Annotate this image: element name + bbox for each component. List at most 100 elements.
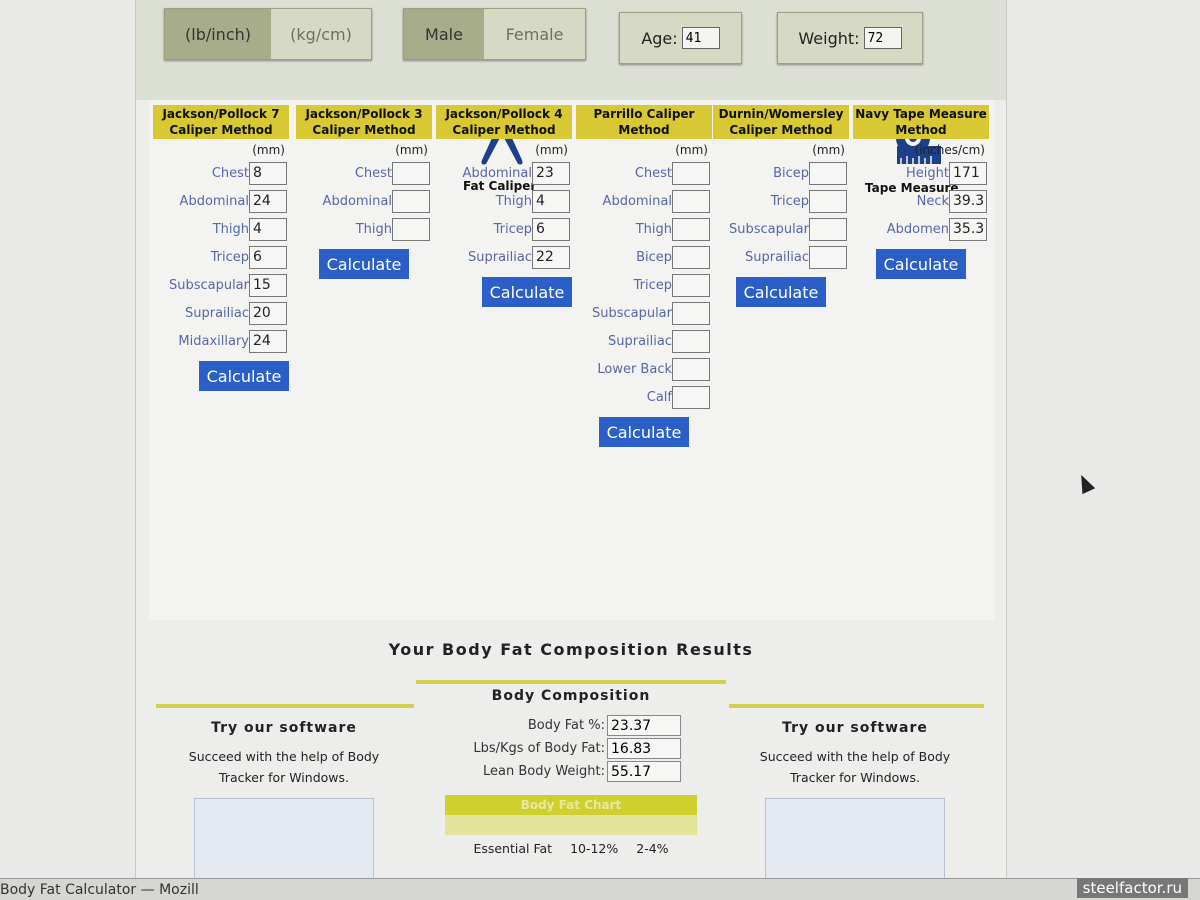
measurement-label: Chest (354, 165, 392, 181)
weight-input[interactable] (863, 27, 902, 49)
weight-box: Weight: (777, 12, 923, 64)
chest-input[interactable] (672, 161, 710, 185)
thigh-input[interactable] (249, 217, 287, 241)
tricep-input[interactable] (532, 217, 570, 241)
measurement-row: Abdominal (436, 159, 572, 187)
thigh-input[interactable] (392, 217, 430, 241)
calculate-button[interactable]: Calculate (482, 277, 572, 307)
body-fat-chart-band (445, 815, 697, 835)
lower-back-input[interactable] (672, 357, 710, 381)
age-box: Age: (619, 12, 742, 64)
abdomen-input[interactable] (949, 217, 987, 241)
suprailiac-input[interactable] (532, 245, 570, 269)
measurement-label: Tricep (493, 221, 532, 237)
divider (729, 704, 984, 708)
button-wrap: Calculate (436, 271, 572, 307)
unit-label: (inches/cm) (914, 143, 985, 157)
measurement-label: Neck (916, 193, 949, 209)
unit-label: (mm) (675, 143, 708, 157)
abdominal-input[interactable] (392, 189, 430, 213)
method-column: Jackson/Pollock 4 Caliper Method (mm) Abdo… (436, 105, 572, 307)
subscapular-input[interactable] (809, 217, 847, 241)
bicep-input[interactable] (672, 245, 710, 269)
measurement-row: Chest (576, 159, 712, 187)
essential-fat-women: 10-12% (570, 841, 619, 856)
measurement-row: Chest (153, 159, 289, 187)
body-fat-percent-output[interactable] (607, 715, 681, 736)
measurement-label: Subscapular (591, 305, 672, 321)
calculate-button[interactable]: Calculate (736, 277, 826, 307)
units-toggle: (lb/inch) (kg/cm) (164, 8, 372, 60)
software-screenshot[interactable] (194, 798, 374, 888)
mouse-cursor (1074, 471, 1096, 495)
button-wrap: Calculate (713, 271, 849, 307)
gender-toggle: Male Female (403, 8, 586, 60)
suprailiac-input[interactable] (249, 301, 287, 325)
calculate-button[interactable]: Calculate (876, 249, 966, 279)
bicep-input[interactable] (809, 161, 847, 185)
tape-measure-label: Tape Measure (865, 181, 959, 195)
settings-bar: (lb/inch) (kg/cm) Male Female Age: Weigh… (136, 0, 1006, 100)
subscapular-input[interactable] (672, 301, 710, 325)
chest-input[interactable] (249, 161, 287, 185)
software-screenshot[interactable] (765, 798, 945, 888)
unit-label: (mm) (252, 143, 285, 157)
method-column: Durnin/Womersley Caliper Method (mm) Bicep… (713, 105, 849, 307)
taskbar-window-title[interactable]: Body Fat Calculator — Mozill (0, 882, 199, 898)
measurement-label: Bicep (773, 165, 809, 181)
subscapular-input[interactable] (249, 273, 287, 297)
calculate-button[interactable]: Calculate (319, 249, 409, 279)
measurement-row: Height (853, 159, 989, 187)
divider (416, 680, 726, 684)
calf-input[interactable] (672, 385, 710, 409)
measurement-row: Thigh (576, 215, 712, 243)
body-fat-mass-row: Lbs/Kgs of Body Fat: (416, 737, 726, 760)
gender-female-button[interactable]: Female (484, 9, 585, 59)
age-input[interactable] (681, 27, 720, 49)
tricep-input[interactable] (249, 245, 287, 269)
body-composition: Body Composition Body Fat %: Lbs/Kgs of … (416, 688, 726, 856)
measurement-label: Chest (211, 165, 249, 181)
lean-body-weight-output[interactable] (607, 761, 681, 782)
measurement-row: Thigh (436, 187, 572, 215)
abdominal-input[interactable] (249, 189, 287, 213)
measurement-row: Neck (853, 187, 989, 215)
units-lb-inch-button[interactable]: (lb/inch) (165, 9, 271, 59)
chest-input[interactable] (392, 161, 430, 185)
abdominal-input[interactable] (672, 189, 710, 213)
tricep-input[interactable] (809, 189, 847, 213)
abdominal-input[interactable] (532, 161, 570, 185)
thigh-input[interactable] (532, 189, 570, 213)
midaxillary-input[interactable] (249, 329, 287, 353)
measurement-row: Tricep (713, 187, 849, 215)
calculate-button[interactable]: Calculate (599, 417, 689, 447)
measurement-row: Abdominal (153, 187, 289, 215)
units-kg-cm-button[interactable]: (kg/cm) (271, 9, 371, 59)
measurement-row: Bicep (576, 243, 712, 271)
gender-male-button[interactable]: Male (404, 9, 484, 59)
method-column: Parrillo Caliper Method (mm) Chest Abdomina… (576, 105, 712, 447)
tricep-input[interactable] (672, 273, 710, 297)
measurement-row: Chest (296, 159, 432, 187)
measurement-label: Suprailiac (184, 305, 249, 321)
measurement-label: Abdominal (179, 193, 249, 209)
body-fat-mass-output[interactable] (607, 738, 681, 759)
measurement-row: Abdominal (296, 187, 432, 215)
method-column: Jackson/Pollock 3 Caliper Method (mm) Ches… (296, 105, 432, 279)
button-wrap: Calculate (296, 243, 432, 279)
measurement-label: Thigh (212, 221, 249, 237)
methods-panel: Fat Caliper Tape Measure (149, 100, 994, 620)
neck-input[interactable] (949, 189, 987, 213)
thigh-input[interactable] (672, 217, 710, 241)
method-column: Navy Tape Measure Method (inches/cm) Heigh… (853, 105, 989, 279)
calculate-button[interactable]: Calculate (199, 361, 289, 391)
measurement-row: Subscapular (576, 299, 712, 327)
measurement-row: Suprailiac (436, 243, 572, 271)
measurement-label: Suprailiac (467, 249, 532, 265)
suprailiac-input[interactable] (809, 245, 847, 269)
suprailiac-input[interactable] (672, 329, 710, 353)
promo-right: Try our software Succeed with the help o… (735, 720, 975, 888)
height-input[interactable] (949, 161, 987, 185)
method-column: Jackson/Pollock 7 Caliper Method (mm) Ches… (153, 105, 289, 391)
body-composition-title: Body Composition (491, 688, 651, 704)
